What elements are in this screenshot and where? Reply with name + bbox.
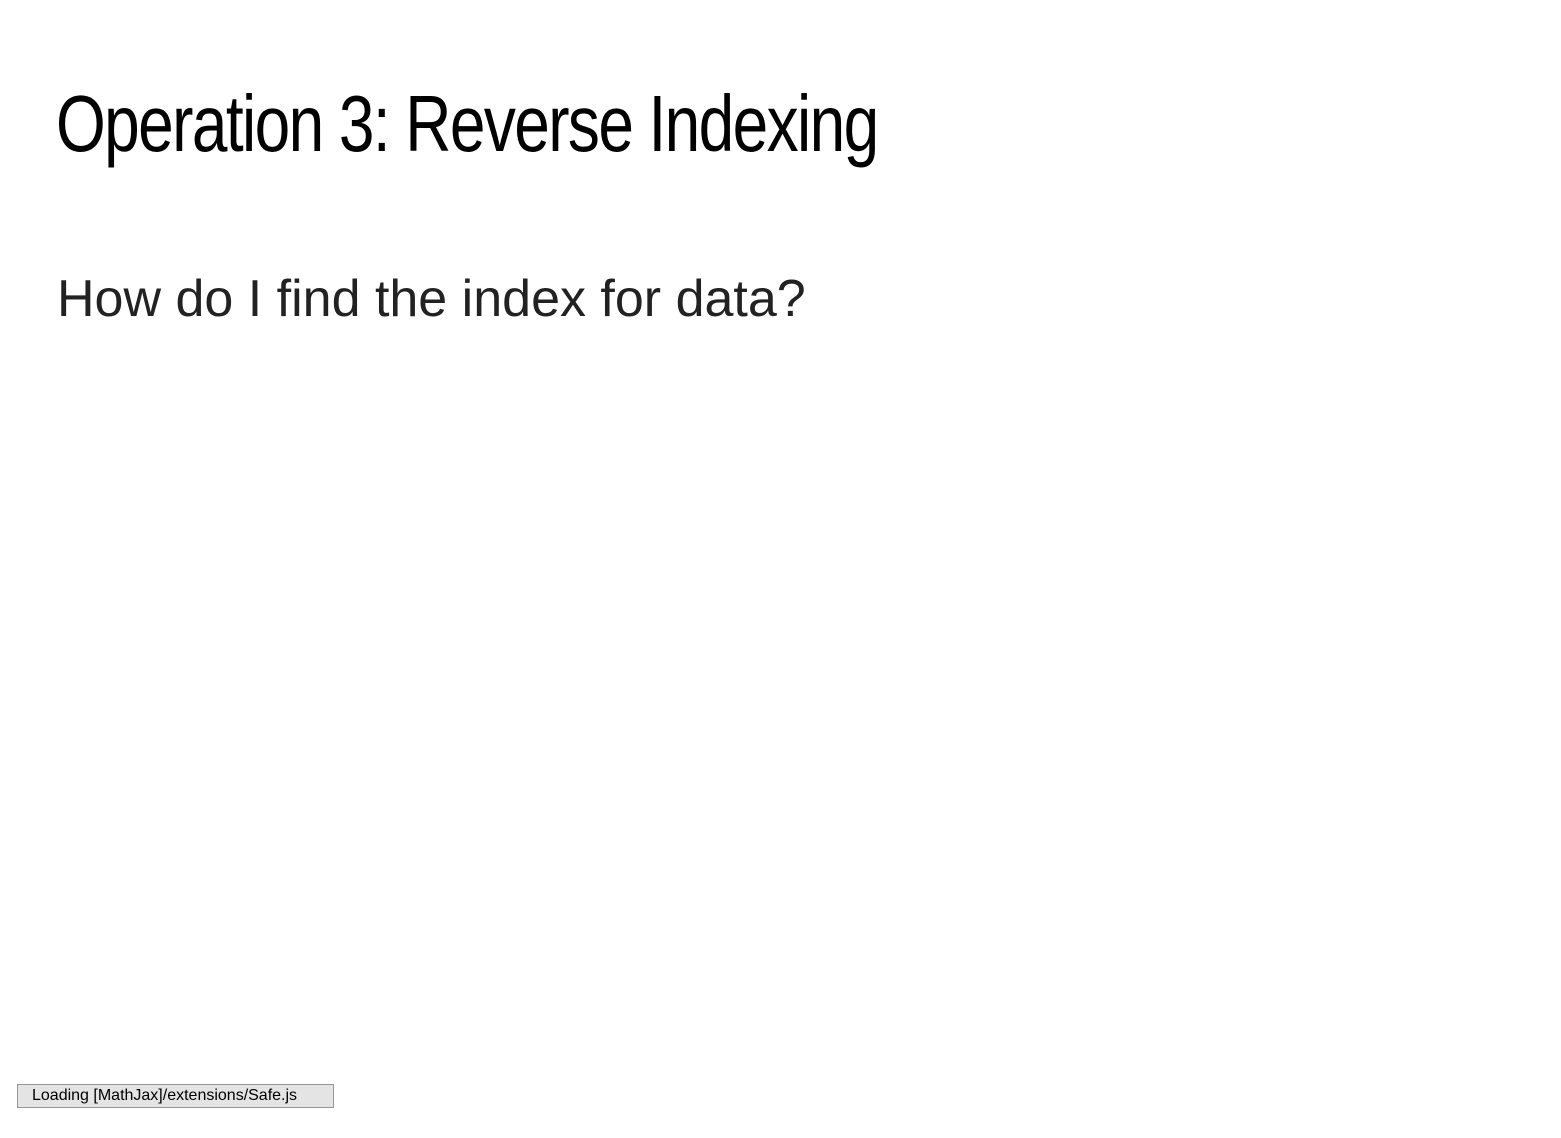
mathjax-loading-status: Loading [MathJax]/extensions/Safe.js	[17, 1084, 334, 1108]
slide-body-text: How do I find the index for data?	[57, 270, 806, 328]
slide-title: Operation 3: Reverse Indexing	[56, 79, 879, 168]
